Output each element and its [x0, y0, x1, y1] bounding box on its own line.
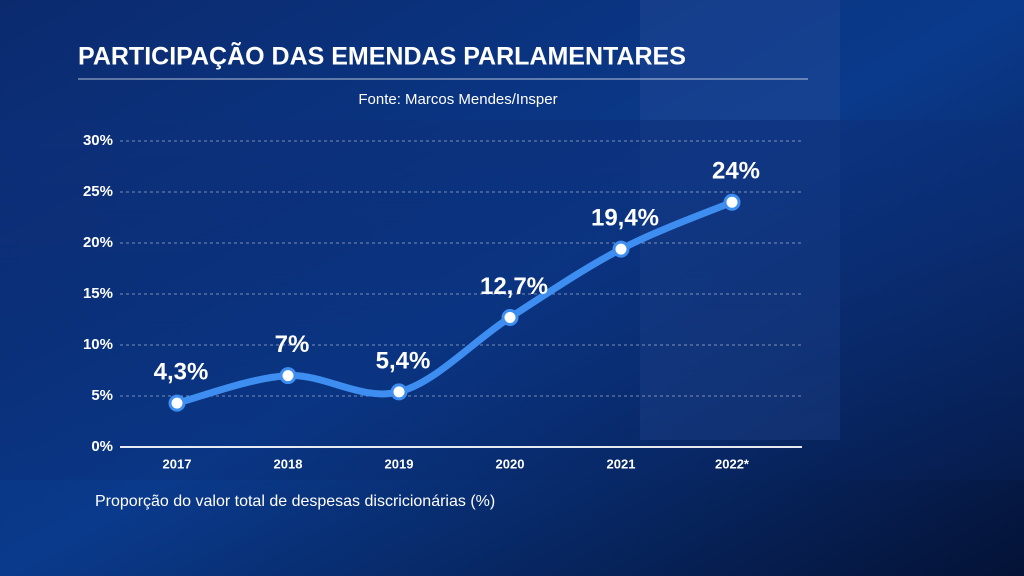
- data-label: 12,7%: [480, 273, 548, 300]
- point: [723, 193, 741, 211]
- y-tick-label: 25%: [83, 183, 113, 200]
- data-label: 5,4%: [376, 347, 431, 374]
- x-tick-label: 2022*: [715, 456, 750, 471]
- point: [390, 383, 408, 401]
- x-tick-label: 2018: [274, 456, 303, 471]
- x-tick-label: 2020: [496, 456, 525, 471]
- x-tick-label: 2019: [385, 456, 414, 471]
- panel: [0, 120, 1024, 480]
- y-tick-label: 10%: [83, 336, 113, 353]
- point: [501, 308, 519, 326]
- chart-subtitle: Fonte: Marcos Mendes/Insper: [358, 91, 557, 108]
- point: [168, 394, 186, 412]
- data-label: 24%: [712, 158, 760, 185]
- point: [612, 240, 630, 258]
- caption: Proporção do valor total de despesas dis…: [95, 493, 495, 510]
- y-tick-label: 30%: [83, 132, 113, 149]
- y-tick-label: 15%: [83, 285, 113, 302]
- chart-title: PARTICIPAÇÃO DAS EMENDAS PARLAMENTARES: [78, 41, 686, 71]
- data-label: 19,4%: [591, 204, 659, 231]
- x-tick-label: 2021: [607, 456, 636, 471]
- y-tick-label: 5%: [91, 387, 113, 404]
- data-label: 4,3%: [154, 358, 209, 385]
- point: [279, 367, 297, 385]
- y-tick-label: 20%: [83, 234, 113, 251]
- x-tick-label: 2017: [163, 456, 192, 471]
- data-label: 7%: [275, 331, 310, 358]
- y-tick-label: 0%: [91, 438, 113, 455]
